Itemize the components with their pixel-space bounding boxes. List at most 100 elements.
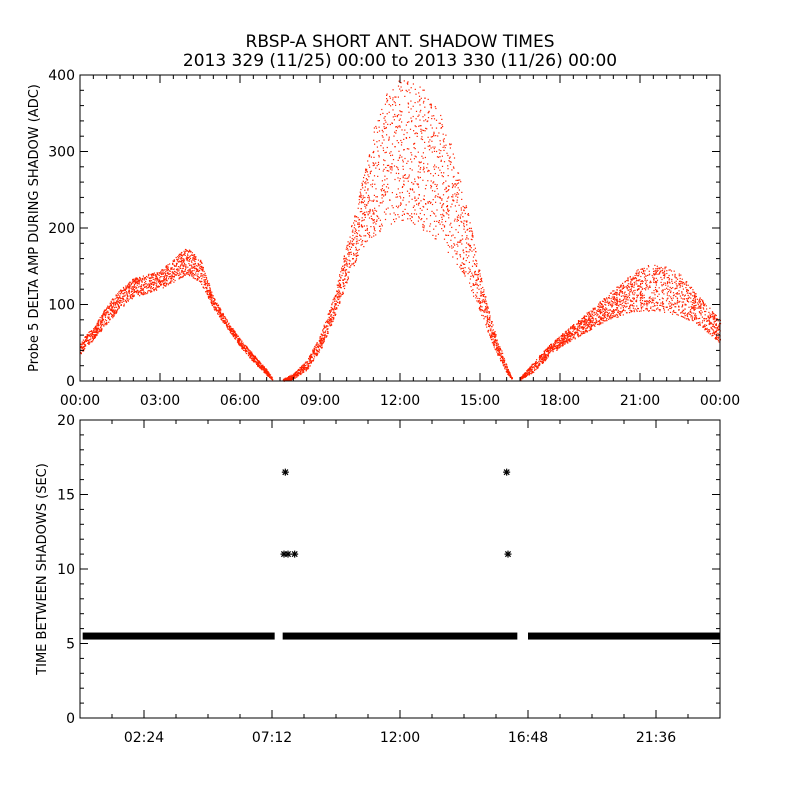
data-point xyxy=(478,269,480,271)
data-point xyxy=(327,331,329,333)
data-point xyxy=(493,333,495,335)
data-point xyxy=(444,147,446,149)
data-point xyxy=(222,314,224,316)
data-point xyxy=(345,274,347,277)
data-point xyxy=(492,324,494,326)
data-point xyxy=(577,334,579,336)
data-point xyxy=(373,235,375,237)
data-point xyxy=(184,254,186,256)
data-point xyxy=(367,189,369,191)
data-point xyxy=(357,222,359,224)
data-point xyxy=(448,157,451,159)
data-point xyxy=(436,156,439,158)
data-point xyxy=(156,272,159,275)
data-point xyxy=(168,273,170,275)
data-point xyxy=(303,363,305,365)
data-point xyxy=(408,195,411,197)
data-point xyxy=(342,279,344,281)
data-point xyxy=(461,243,463,245)
data-point xyxy=(355,220,357,222)
data-point xyxy=(112,309,114,311)
data-point xyxy=(100,322,102,324)
data-point xyxy=(403,138,405,140)
data-point xyxy=(108,307,110,309)
data-point xyxy=(434,172,436,175)
data-point xyxy=(369,235,371,237)
data-point xyxy=(223,322,225,324)
data-point xyxy=(163,269,165,271)
data-point xyxy=(435,238,437,240)
data-point xyxy=(141,284,143,286)
data-point xyxy=(620,300,622,302)
data-point xyxy=(238,343,240,345)
data-point xyxy=(322,331,324,333)
data-point xyxy=(209,292,211,294)
data-point xyxy=(627,285,629,287)
data-point xyxy=(611,305,613,307)
data-point xyxy=(634,274,636,277)
data-point xyxy=(591,317,593,319)
data-point xyxy=(89,335,91,337)
data-point xyxy=(347,277,349,279)
data-point xyxy=(702,307,704,309)
data-point xyxy=(345,263,347,265)
data-point xyxy=(193,265,195,268)
data-point xyxy=(133,289,135,291)
data-point xyxy=(359,235,361,237)
data-point xyxy=(373,131,375,133)
data-point xyxy=(197,273,199,275)
data-point xyxy=(476,287,478,289)
data-point xyxy=(342,272,344,274)
data-point xyxy=(390,105,392,107)
data-point xyxy=(356,255,358,258)
data-point xyxy=(177,258,179,260)
data-point xyxy=(414,142,416,144)
data-point xyxy=(321,334,323,336)
data-point xyxy=(178,277,180,279)
data-point xyxy=(415,213,418,215)
data-point xyxy=(378,126,380,128)
data-point xyxy=(455,195,457,197)
data-point xyxy=(183,270,185,273)
data-point xyxy=(448,185,450,187)
data-point xyxy=(177,261,179,263)
data-point xyxy=(418,216,420,218)
data-point xyxy=(381,185,384,187)
data-point xyxy=(392,89,394,91)
data-point xyxy=(457,241,459,243)
data-point xyxy=(471,265,474,267)
data-point xyxy=(459,217,461,219)
data-point xyxy=(414,125,416,127)
data-point xyxy=(472,276,475,278)
data-point xyxy=(80,343,82,345)
data-point xyxy=(484,302,486,304)
data-point xyxy=(350,253,352,255)
data-point xyxy=(181,262,183,264)
data-point xyxy=(422,152,424,154)
data-point xyxy=(683,316,685,318)
data-point xyxy=(427,136,429,138)
data-point xyxy=(545,358,547,361)
data-point xyxy=(283,379,285,381)
data-point xyxy=(445,212,447,214)
data-point xyxy=(472,256,475,258)
data-point xyxy=(177,270,179,272)
data-point xyxy=(445,134,447,136)
data-point xyxy=(504,366,506,368)
data-point xyxy=(647,274,649,276)
data-point xyxy=(423,171,425,173)
data-point xyxy=(447,251,449,253)
data-point xyxy=(113,312,115,314)
data-point xyxy=(436,150,438,153)
data-point xyxy=(237,340,239,342)
data-point xyxy=(166,282,168,284)
data-point xyxy=(381,108,383,111)
data-point xyxy=(711,314,713,316)
data-point xyxy=(511,378,513,380)
data-point xyxy=(328,321,330,323)
data-point xyxy=(128,298,130,300)
data-point xyxy=(407,81,409,83)
data-point xyxy=(348,262,350,265)
data-point xyxy=(535,364,537,366)
data-point xyxy=(460,220,462,223)
